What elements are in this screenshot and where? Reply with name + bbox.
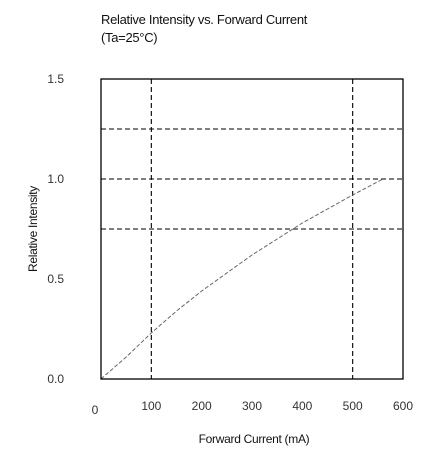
x-tick-label-5: 500 [343,399,363,413]
chart-subtitle: (Ta=25°C) [101,30,157,45]
series-layer [100,178,384,380]
grid-lines [101,79,403,379]
y-tick-label-1: 0.5 [47,272,64,286]
y-tick-labels: 0.0 0.5 1.0 1.5 [47,72,64,386]
y-tick-label-2: 1.0 [47,172,64,186]
x-tick-label-1: 100 [141,399,161,413]
x-tick-label-4: 400 [292,399,312,413]
chart-title: Relative Intensity vs. Forward Current [101,12,308,27]
y-tick-label-3: 1.5 [47,72,64,86]
x-tick-label-3: 300 [242,399,262,413]
y-tick-label-0: 0.0 [47,372,64,386]
plot-area-frame [100,78,404,380]
x-tick-label-0: 0 [92,403,99,417]
y-axis-label: Relative Intensity [26,186,40,272]
x-tick-label-2: 200 [192,399,212,413]
x-tick-labels: 0 100 200 300 400 500 600 [92,399,414,417]
series-line-0 [100,178,384,380]
x-tick-label-6: 600 [393,399,413,413]
x-axis-label: Forward Current (mA) [199,432,310,446]
